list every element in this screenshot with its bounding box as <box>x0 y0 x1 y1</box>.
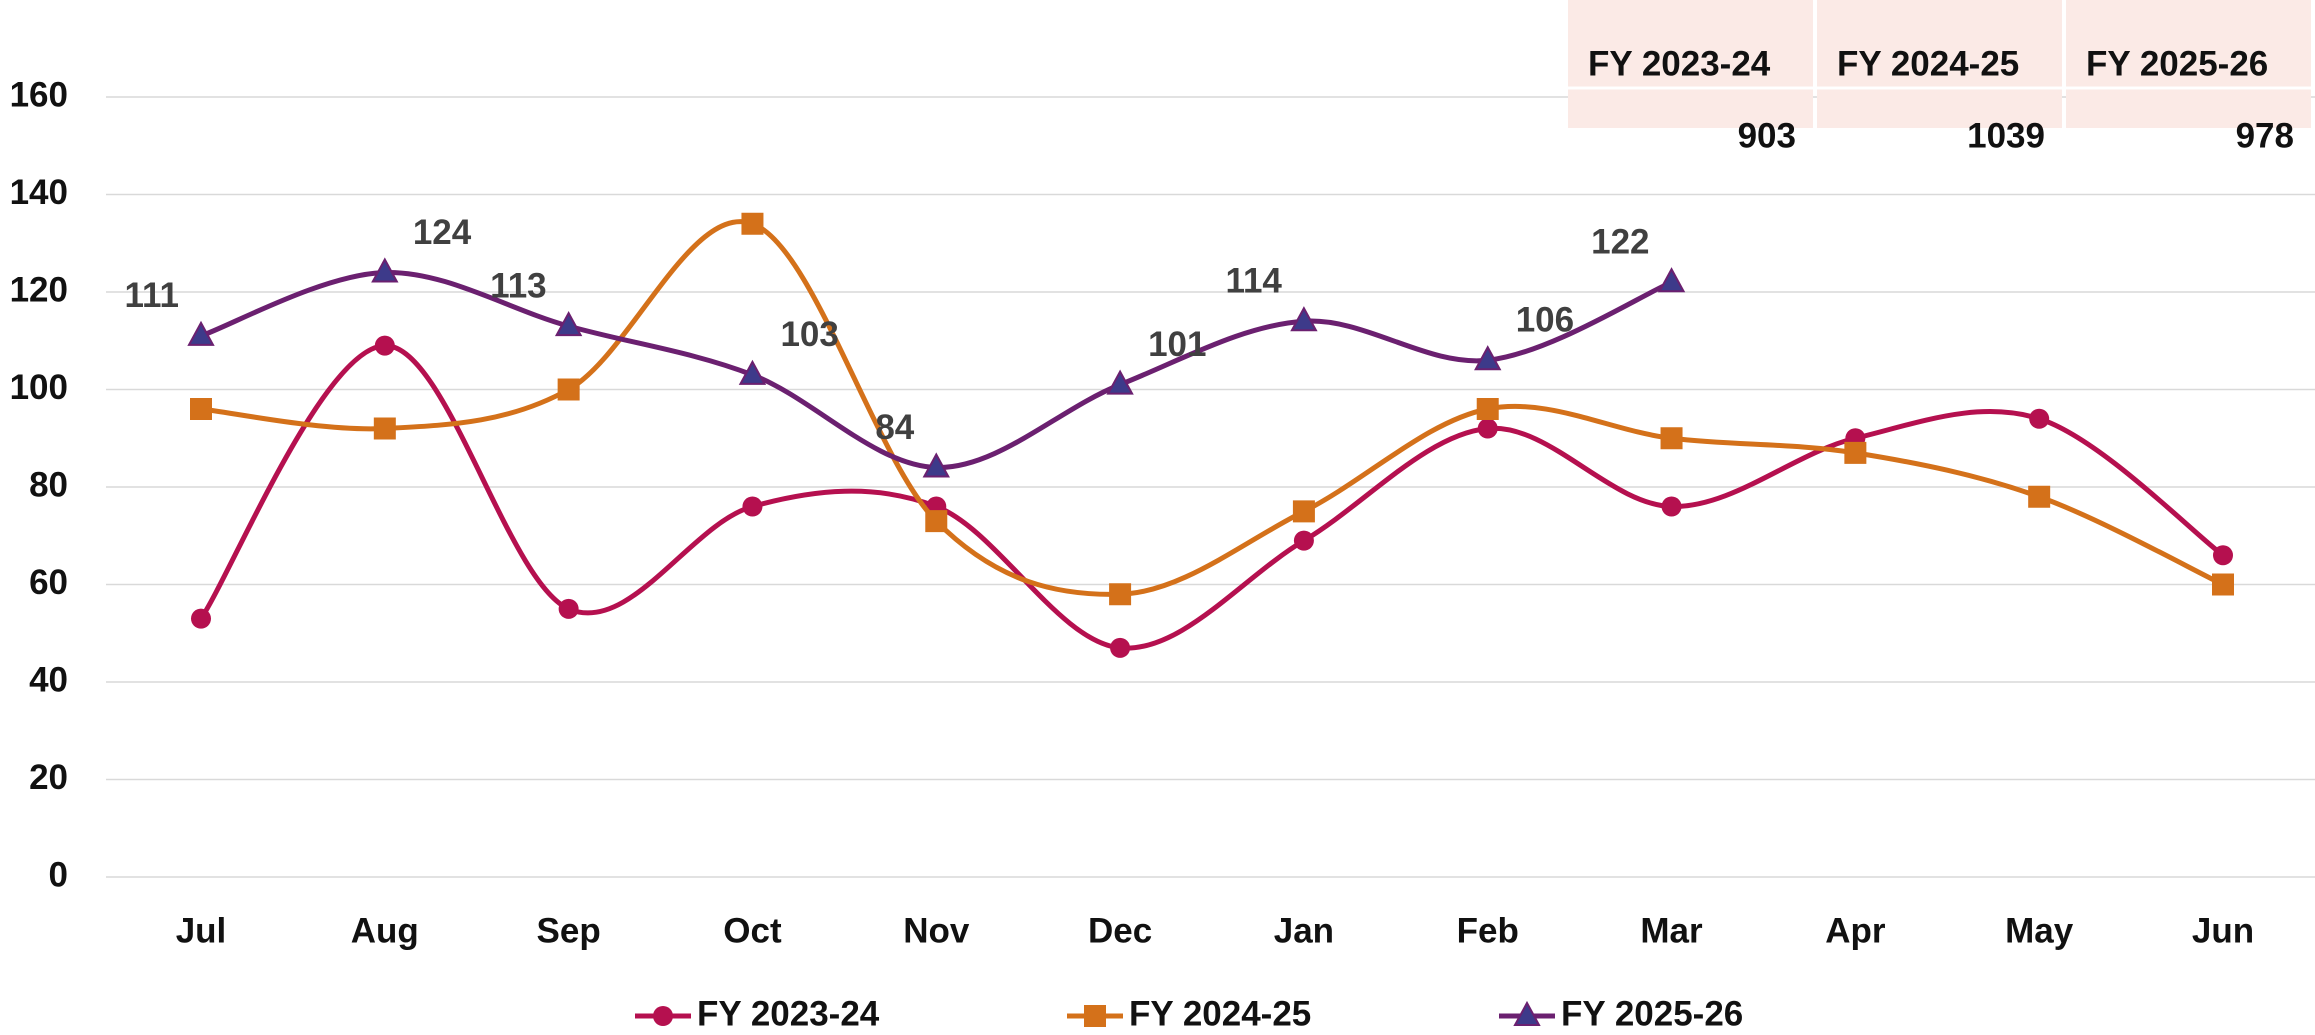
marker <box>187 320 215 346</box>
marker <box>1110 637 1131 658</box>
data-label: 106 <box>1516 301 1574 340</box>
marker <box>371 257 399 283</box>
marker <box>1477 418 1498 439</box>
marker <box>1657 267 1686 293</box>
y-tick-label: 100 <box>10 368 68 407</box>
marker <box>738 359 767 385</box>
marker <box>1661 496 1682 517</box>
marker <box>2212 573 2234 596</box>
marker <box>1109 583 1132 606</box>
marker <box>1476 398 1499 420</box>
x-tick-label: May <box>2005 911 2074 950</box>
marker <box>554 311 583 337</box>
x-tick-label: Jul <box>176 911 227 950</box>
data-label: 101 <box>1148 325 1206 364</box>
table-header: FY 2025-26 <box>2086 44 2268 83</box>
y-tick-label: 160 <box>10 75 68 114</box>
marker <box>922 452 950 478</box>
y-tick-label: 40 <box>29 660 68 699</box>
marker <box>1844 441 1867 464</box>
marker <box>374 335 395 356</box>
table-total: 978 <box>2236 116 2294 155</box>
table-total: 903 <box>1738 116 1796 155</box>
x-tick-label: Aug <box>351 911 419 950</box>
data-label: 84 <box>875 408 914 447</box>
series-line <box>198 343 2225 651</box>
table-cell <box>1817 0 2062 128</box>
marker <box>1084 1005 1106 1027</box>
marker <box>558 598 579 619</box>
data-label: 122 <box>1591 223 1649 262</box>
y-tick-label: 0 <box>49 855 68 894</box>
table-header: FY 2023-24 <box>1588 44 1771 83</box>
data-label: 124 <box>413 213 472 252</box>
marker <box>1474 345 1502 371</box>
marker <box>1513 1000 1541 1026</box>
legend-label: FY 2024-25 <box>1129 994 1311 1033</box>
marker <box>191 608 211 629</box>
table-cell <box>2066 0 2311 128</box>
x-tick-label: Oct <box>723 911 782 950</box>
table-total: 1039 <box>1967 116 2045 155</box>
x-tick-label: Apr <box>1825 911 1886 950</box>
marker <box>1106 369 1134 395</box>
legend-label: FY 2023-24 <box>697 994 880 1033</box>
marker <box>1292 500 1315 523</box>
table-header: FY 2024-25 <box>1837 44 2019 83</box>
data-label: 103 <box>780 315 838 354</box>
x-tick-label: Nov <box>903 911 970 950</box>
data-label: 111 <box>124 276 179 315</box>
legend-label: FY 2025-26 <box>1561 994 1743 1033</box>
marker <box>1290 306 1318 332</box>
data-label: 114 <box>1225 262 1282 301</box>
marker <box>742 496 763 517</box>
x-tick-label: Jan <box>1274 911 1334 950</box>
marker <box>1660 427 1683 450</box>
y-tick-label: 80 <box>29 465 68 504</box>
y-tick-label: 140 <box>10 173 68 212</box>
x-tick-label: Feb <box>1457 911 1519 950</box>
marker <box>557 378 580 401</box>
marker <box>1293 530 1314 551</box>
marker <box>190 398 212 420</box>
marker <box>373 417 396 440</box>
y-tick-label: 60 <box>29 563 68 602</box>
x-tick-label: Sep <box>537 911 601 950</box>
marker <box>2029 408 2050 429</box>
marker <box>741 212 764 235</box>
x-tick-label: Mar <box>1640 911 1703 950</box>
x-tick-label: Jun <box>2192 911 2254 950</box>
y-tick-label: 20 <box>29 758 68 797</box>
marker <box>2213 545 2233 566</box>
marker <box>2028 485 2051 508</box>
marker <box>925 510 948 533</box>
y-tick-label: 120 <box>10 270 68 309</box>
marker <box>653 1006 673 1026</box>
x-tick-label: Dec <box>1088 911 1152 950</box>
table-cell <box>1568 0 1813 128</box>
data-label: 113 <box>490 266 546 305</box>
